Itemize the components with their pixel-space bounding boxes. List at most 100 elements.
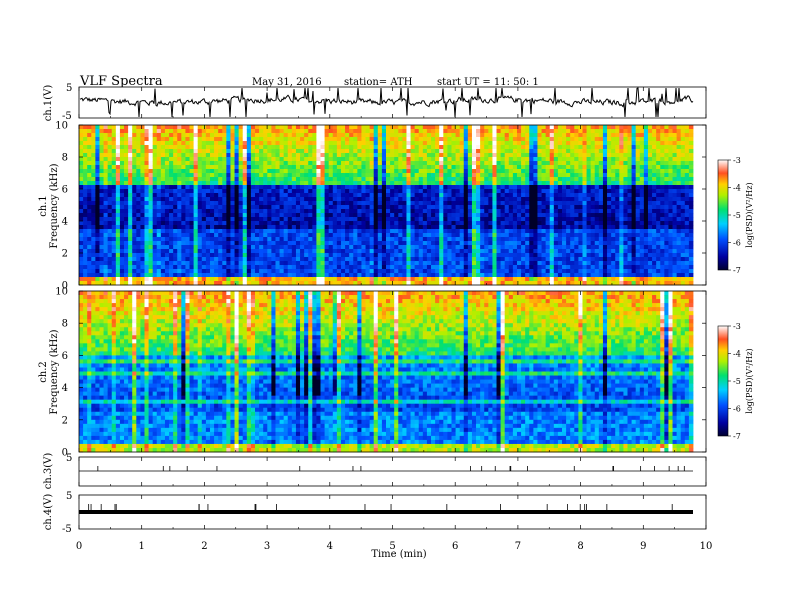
spectrogram-cell [525, 145, 530, 150]
spectrogram-cell [549, 145, 555, 150]
spectrogram-cell [144, 149, 149, 154]
spectrogram-cell [148, 145, 154, 150]
spectrogram-cell [107, 193, 113, 198]
spectrogram-cell [492, 137, 497, 142]
spectrogram-cell [512, 149, 518, 154]
spectrogram-cell [386, 189, 391, 194]
spectrogram-cell [357, 213, 362, 218]
spectrogram-cell [136, 137, 141, 142]
spectrogram-cell [214, 181, 219, 186]
spectrogram-cell [132, 217, 137, 222]
spectrogram-cell [189, 137, 195, 142]
spectrogram-cell [381, 281, 387, 286]
spectrogram-cell [361, 181, 366, 186]
spectrogram-cell [578, 177, 583, 182]
spectrogram-cell [324, 165, 330, 170]
spectrogram-cell [119, 193, 125, 198]
spectrogram-cell [107, 149, 113, 154]
spectrogram-cell [582, 193, 587, 198]
spectrogram-cell [541, 241, 547, 246]
spectrogram-cell [209, 229, 215, 234]
spectrogram-cell [156, 201, 162, 206]
spectrogram-cell [267, 157, 272, 162]
spectrogram-cell [349, 221, 354, 226]
spectrogram-cell [512, 245, 518, 250]
spectrogram-cell [119, 157, 125, 162]
spectrogram-cell [119, 153, 125, 158]
spectrogram-cell [214, 209, 219, 214]
spectrogram-cell [234, 177, 240, 182]
spectrogram-cell [83, 193, 88, 198]
spectrogram-cell [263, 161, 268, 166]
spectrogram-cell [345, 197, 350, 202]
spectrogram-cell [173, 165, 178, 170]
spectrogram-cell [87, 193, 92, 198]
spectrogram-cell [361, 233, 366, 238]
spectrogram-cell [529, 253, 534, 258]
spectrogram-cell [87, 265, 92, 270]
spectrogram-cell [107, 141, 113, 146]
spectrogram-cell [386, 269, 391, 274]
spectrogram-cell [582, 185, 587, 190]
spectrogram-cell [349, 241, 354, 246]
spectrogram-cell [541, 229, 547, 234]
spectrogram-cell [164, 269, 170, 274]
spectrogram-cell [275, 213, 280, 218]
spectrogram-cell [431, 265, 436, 270]
spectrogram-cell [357, 145, 362, 150]
spectrogram-cell [304, 217, 309, 222]
spectrogram-cell [132, 161, 137, 166]
spectrogram-cell [451, 249, 456, 254]
spectrogram-cell [459, 245, 465, 250]
spectrogram-cell [459, 189, 465, 194]
spectrogram-cell [328, 177, 334, 182]
spectrogram-cell [144, 181, 149, 186]
spectrogram-cell [566, 197, 571, 202]
spectrogram-cell [471, 225, 477, 230]
spectrogram-cell [181, 253, 186, 258]
spectrogram-cell [140, 249, 145, 254]
spectrogram-cell [549, 165, 555, 170]
spectrogram-cell [447, 145, 452, 150]
spectrogram-cell [320, 221, 325, 226]
spectrogram-cell [484, 237, 489, 242]
spectrogram-cell [463, 273, 469, 278]
spectrogram-cell [177, 133, 182, 138]
spectrogram-cell [136, 169, 141, 174]
spectrogram-cell [332, 165, 338, 170]
spectrogram-cell [242, 165, 248, 170]
spectrogram-cell [246, 269, 252, 274]
spectrogram-cell [222, 149, 227, 154]
spectrogram-cell [582, 261, 587, 266]
spectrogram-cell [185, 141, 190, 146]
spectrogram-cell [181, 233, 186, 238]
spectrogram-cell [181, 173, 186, 178]
spectrogram-cell [451, 201, 456, 206]
spectrogram-cell [480, 273, 485, 278]
spectrogram-cell [259, 149, 264, 154]
spectrogram-cell [357, 225, 362, 230]
spectrogram-cell [242, 141, 248, 146]
spectrogram-cell [455, 205, 461, 210]
spectrogram-cell [537, 249, 542, 254]
spectrogram-cell [173, 133, 178, 138]
spectrogram-cell [218, 205, 223, 210]
spectrogram-cell [582, 213, 587, 218]
spectrogram-cell [586, 161, 592, 166]
spectrogram-cell [189, 125, 195, 130]
spectrogram-cell [418, 205, 424, 210]
spectrogram-cell [414, 201, 420, 206]
spectrogram-cell [386, 245, 391, 250]
spectrogram-cell [410, 141, 416, 146]
spectrogram-cell [238, 149, 244, 154]
spectrogram-cell [234, 181, 240, 186]
spectrogram-cell [214, 141, 219, 146]
spectrogram-cell [574, 253, 579, 258]
spectrogram-cell [455, 173, 461, 178]
spectrogram-cell [533, 173, 538, 178]
spectrogram-cell [340, 249, 346, 254]
spectrogram-cell [426, 205, 432, 210]
spectrogram-cell [185, 125, 190, 130]
spectrogram-cell [553, 137, 559, 142]
spectrogram-cell [394, 145, 399, 150]
